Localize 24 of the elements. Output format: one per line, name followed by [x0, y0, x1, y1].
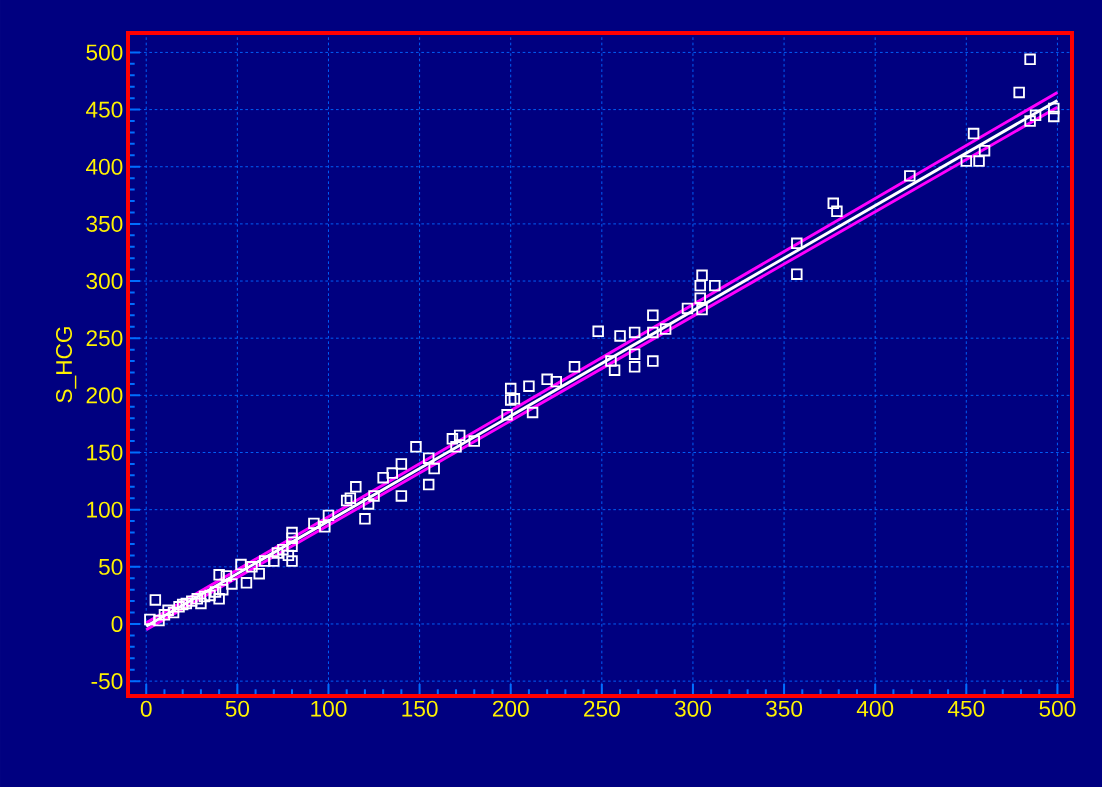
x-tick-label: 300: [674, 700, 711, 717]
y-tick-label: 350: [86, 215, 123, 232]
x-tick-label: 350: [766, 700, 803, 717]
x-tick-label: 50: [225, 700, 250, 717]
y-tick-label: 250: [86, 330, 123, 347]
x-tick-label: 200: [492, 700, 529, 717]
x-tick-label: 500: [1039, 700, 1076, 717]
y-tick-label: 450: [86, 101, 123, 118]
y-tick-label: 150: [87, 444, 123, 461]
y-tick-label: 300: [86, 273, 123, 290]
y-tick-label: 100: [87, 501, 123, 518]
y-axis-title: S_HCG: [55, 327, 77, 403]
x-tick-label: 150: [402, 700, 438, 717]
y-tick-label: 0: [111, 615, 123, 632]
y-tick-label: 50: [98, 558, 123, 575]
x-tick-label: 250: [584, 700, 620, 717]
y-tick-label: 400: [86, 158, 123, 175]
x-tick-label: 0: [140, 700, 152, 717]
x-tick-label: 450: [947, 700, 985, 717]
x-tick-label: 400: [856, 700, 894, 717]
x-tick-label: 100: [311, 700, 347, 717]
y-tick-label: 200: [86, 387, 123, 404]
y-tick-label: -50: [91, 673, 123, 690]
y-tick-label: 500: [86, 44, 123, 61]
